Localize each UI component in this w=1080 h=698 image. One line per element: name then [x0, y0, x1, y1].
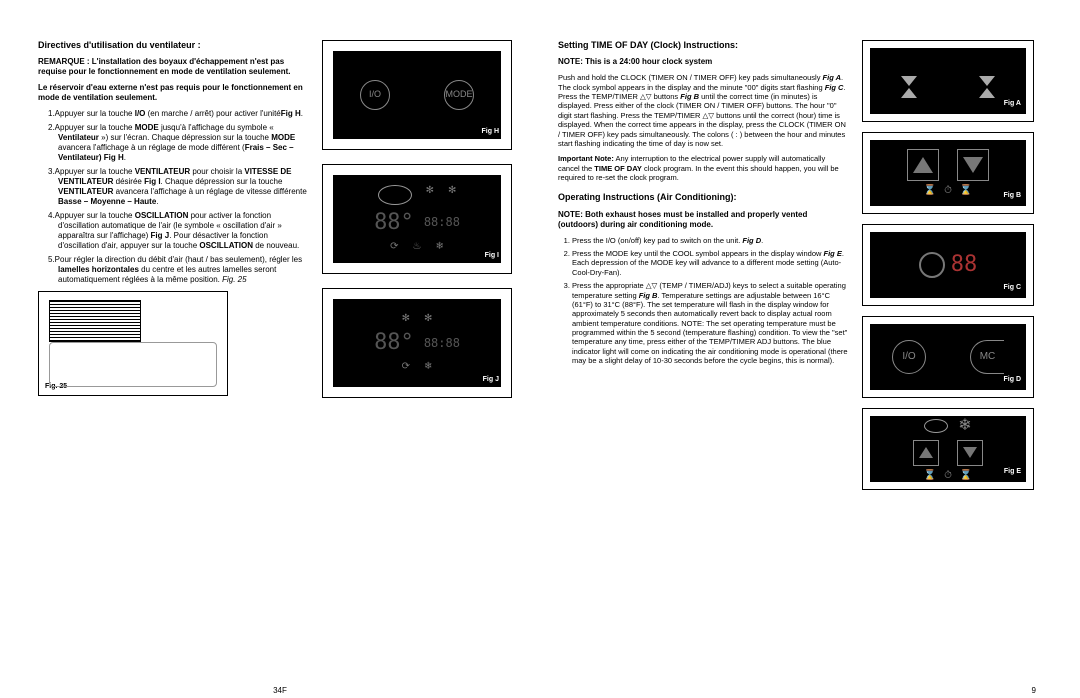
fig-d-label: Fig D [1004, 376, 1022, 385]
step-3: 3.Appuyer sur la touche VENTILATEUR pour… [48, 167, 308, 207]
fig-i-label: Fig I [485, 252, 499, 261]
fig-j-display: ✻✻ 88°88:88 ⟳❄ [333, 299, 501, 387]
step-5: 5.Pour régler la direction du débit d'ai… [48, 255, 308, 285]
left-figure-column: I/O MODE Fig H ✻✻ 88°88:88 ⟳♨❄ [322, 40, 522, 678]
fan-icons: ✻✻ [378, 185, 457, 205]
step-4: 4.Appuyer sur la touche OSCILLATION pour… [48, 211, 308, 251]
english-steps: Press the I/O (on/off) key pad to switch… [558, 236, 848, 366]
fig-j-label: Fig J [483, 376, 499, 385]
fig-j-box: ✻✻ 88°88:88 ⟳❄ Fig J [322, 288, 512, 398]
en-step-2: Press the MODE key until the COOL symbol… [572, 249, 848, 277]
fig-25-illustration: Fig. 25 [38, 291, 228, 396]
hourglass-icon [979, 76, 995, 86]
right-columns: Setting TIME OF DAY (Clock) Instructions… [558, 40, 1042, 678]
fig-h-label: Fig H [482, 128, 500, 137]
segment-display-j: 88°88:88 [374, 329, 460, 357]
right-text-column: Setting TIME OF DAY (Clock) Instructions… [558, 40, 848, 678]
io-button-icon: I/O [360, 80, 390, 110]
step-1: 1.Appuyer sur la touche I/O (en marche /… [48, 109, 308, 119]
left-page-number: 34F [273, 686, 287, 696]
left-columns: Directives d'utilisation du ventilateur … [38, 40, 522, 678]
right-heading-1: Setting TIME OF DAY (Clock) Instructions… [558, 40, 848, 51]
right-heading-2: NOTE: This is a 24:00 hour clock system [558, 57, 848, 67]
left-heading-1: Directives d'utilisation du ventilateur … [38, 40, 308, 51]
fig-b-label: Fig B [1004, 192, 1022, 201]
segment-display-i: 88°88:88 [374, 209, 460, 237]
right-figure-column: Fig A ⌛⏱⌛ Fig B [862, 40, 1042, 678]
en-step-3: Press the appropriate △▽ (TEMP / TIMER/A… [572, 281, 848, 365]
hourglass-icon [901, 76, 917, 86]
fig-e-label: Fig E [1004, 468, 1021, 477]
right-heading-3: Operating Instructions (Air Conditioning… [558, 192, 848, 203]
right-page: Setting TIME OF DAY (Clock) Instructions… [540, 40, 1060, 678]
fig-h-display: I/O MODE [333, 51, 501, 139]
fig-a-box: Fig A [862, 40, 1034, 122]
left-heading-2: REMARQUE : L'installation des boyaux d'é… [38, 57, 308, 77]
french-steps: 1.Appuyer sur la touche I/O (en marche /… [38, 109, 308, 285]
right-note-2: NOTE: Both exhaust hoses must be install… [558, 210, 848, 230]
fig-a-display [870, 48, 1026, 114]
fig-c-box: 88 Fig C [862, 224, 1034, 306]
en-step-1: Press the I/O (on/off) key pad to switch… [572, 236, 848, 245]
important-note: Important Note: Any interruption to the … [558, 154, 848, 182]
triangle-icons [907, 149, 989, 181]
clock-paragraph: Push and hold the CLOCK (TIMER ON / TIME… [558, 73, 848, 148]
mode-button-icon: MODE [444, 80, 474, 110]
fig-e-display: ❄ ⌛⏱⌛ [870, 416, 1026, 482]
step-2: 2.Appuyer sur la touche MODE jusqu'à l'a… [48, 123, 308, 163]
fig-c-label: Fig C [1004, 284, 1022, 293]
fig-h-box: I/O MODE Fig H [322, 40, 512, 150]
io-circle: I/O [892, 340, 926, 374]
left-page: Directives d'utilisation du ventilateur … [20, 40, 540, 678]
mc-circle: MC [970, 340, 1004, 374]
fig-a-label: Fig A [1004, 100, 1021, 109]
fig-i-display: ✻✻ 88°88:88 ⟳♨❄ [333, 175, 501, 263]
fig-i-box: ✻✻ 88°88:88 ⟳♨❄ Fig I [322, 164, 512, 274]
left-heading-3: Le réservoir d'eau externe n'est pas req… [38, 83, 308, 103]
fig-b-box: ⌛⏱⌛ Fig B [862, 132, 1034, 214]
right-page-number: 9 [1032, 686, 1036, 696]
left-text-column: Directives d'utilisation du ventilateur … [38, 40, 308, 678]
fig-d-box: I/O MC Fig D [862, 316, 1034, 398]
fig-e-box: ❄ ⌛⏱⌛ Fig E [862, 408, 1034, 490]
fig-25-label: Fig. 25 [45, 383, 67, 392]
segment-red: 88 [951, 251, 978, 279]
